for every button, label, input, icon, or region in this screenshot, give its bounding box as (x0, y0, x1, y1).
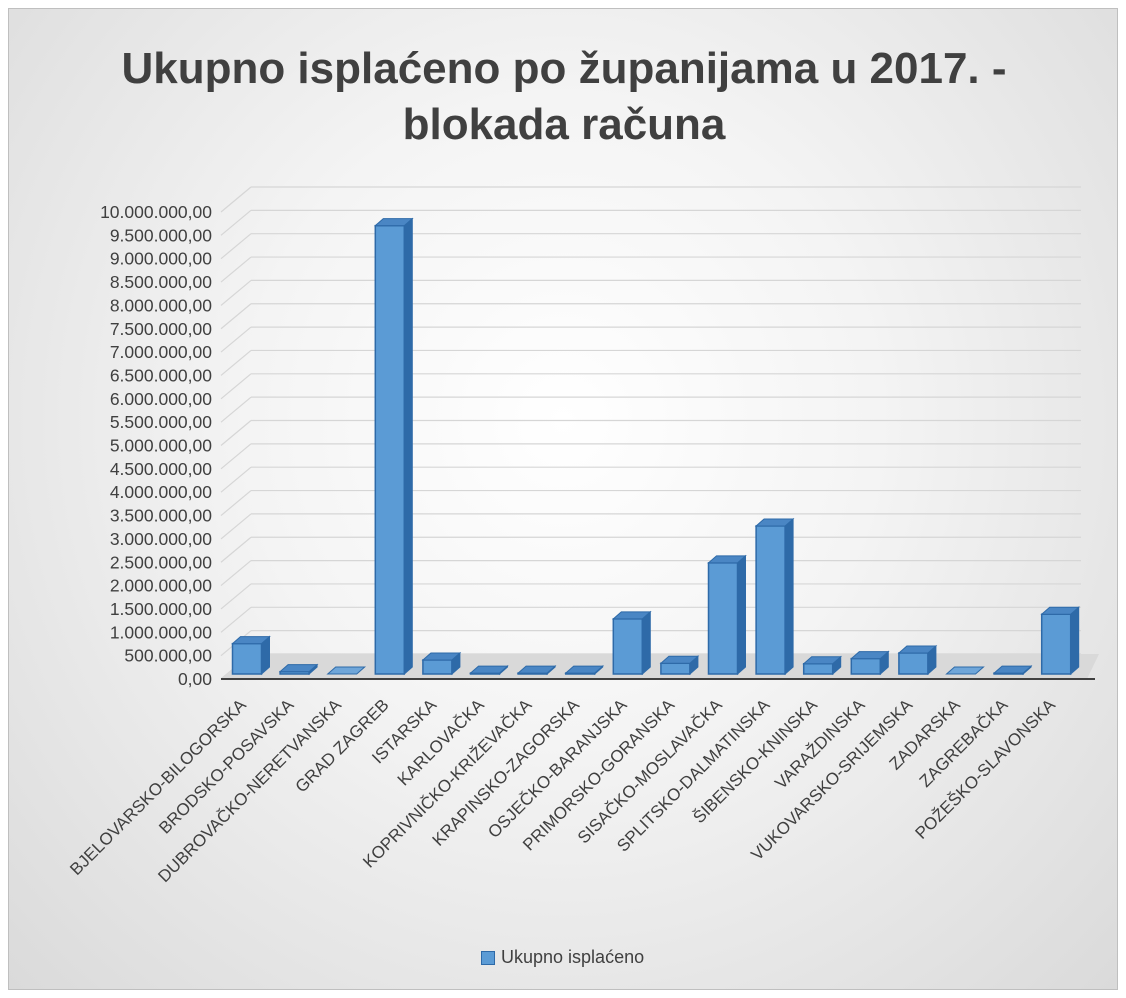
bar-front (231, 642, 263, 675)
gridline-side (220, 443, 252, 470)
gridline-side (220, 256, 252, 283)
bar-side (784, 517, 794, 676)
bar-front (707, 562, 739, 675)
y-tick-label: 8.500.000,00 (110, 272, 212, 292)
y-tick-label: 7.500.000,00 (110, 319, 212, 339)
bar-side (641, 610, 651, 676)
gridline-side (220, 233, 252, 260)
y-tick-label: 6.500.000,00 (110, 365, 212, 385)
bar-top (897, 645, 938, 654)
y-tick-label: 2.000.000,00 (110, 576, 212, 596)
y-tick-label: 1.000.000,00 (110, 622, 212, 642)
bar-top (231, 636, 271, 645)
gridline-side (220, 303, 252, 330)
gridline-side (220, 279, 252, 306)
bar-top (611, 611, 652, 620)
bar-front (374, 224, 406, 675)
y-tick-label: 2.500.000,00 (110, 552, 212, 572)
y-tick-label: 0,00 (178, 669, 212, 689)
bar-front (1040, 613, 1072, 675)
bar-front (612, 618, 644, 675)
legend-swatch (481, 950, 495, 965)
y-tick-label: 3.000.000,00 (110, 529, 212, 549)
gridline-side (220, 583, 252, 610)
gridline-side (220, 490, 252, 517)
bar-top (659, 655, 700, 664)
gridline-side (220, 560, 252, 587)
bar-front (422, 659, 453, 675)
bar-top (1040, 606, 1081, 615)
legend: Ukupno isplaćeno (481, 947, 644, 968)
gridline-side (220, 606, 252, 633)
y-tick-label: 500.000,00 (124, 646, 212, 666)
bar-front (850, 657, 882, 675)
y-tick-label: 5.500.000,00 (110, 412, 212, 432)
chart-title: Ukupno isplaćeno po županijama u 2017. -… (9, 41, 1119, 153)
gridline-side (220, 209, 252, 236)
y-tick-label: 4.000.000,00 (110, 482, 212, 502)
bar-side (1070, 606, 1080, 676)
gridline-side (220, 349, 252, 376)
chart-title-line-2: blokada računa (402, 100, 726, 149)
bar-front (755, 525, 786, 675)
bar-top (564, 665, 605, 674)
gridline-side (220, 396, 252, 423)
bar-top (802, 656, 843, 665)
x-tick-label: BJELOVARSKO-BILOGORSKA (66, 695, 250, 879)
y-tick-label: 1.500.000,00 (110, 599, 212, 619)
bar-top (992, 665, 1033, 674)
y-tick-label: 9.000.000,00 (110, 249, 212, 269)
bar-top (516, 665, 557, 674)
y-tick-label: 9.500.000,00 (110, 225, 212, 245)
gridline-side (220, 326, 252, 353)
legend-label: Ukupno isplaćeno (501, 947, 645, 967)
bar-top (849, 651, 890, 660)
gridline-side (220, 186, 252, 213)
bar-top (373, 218, 414, 227)
gridline-side (220, 420, 252, 446)
y-tick-label: 4.500.000,00 (110, 459, 212, 479)
bar-top (707, 555, 747, 564)
gridline-side (220, 466, 252, 493)
bar-front (802, 662, 834, 675)
y-tick-label: 6.000.000,00 (110, 389, 212, 409)
y-tick-label: 8.000.000,00 (110, 295, 212, 315)
bar-top (469, 665, 509, 674)
bar-top (326, 666, 367, 675)
bar-front (898, 652, 929, 675)
gridline-side (220, 536, 252, 563)
bar-top (278, 664, 319, 673)
plot-area: 0,00 500.000,00 1.000.000,00 1.500.000,00 2.… (66, 186, 1099, 886)
chart-area: Ukupno isplaćeno po županijama u 2017. -… (8, 8, 1118, 990)
y-tick-label: 7.000.000,00 (110, 342, 212, 362)
bar-side (403, 217, 413, 676)
y-tick-label: 5.000.000,00 (110, 436, 212, 456)
bar-top (754, 518, 795, 527)
x-tick-label: DUBROVAČKO-NERETVANSKA (154, 695, 345, 886)
gridline-side (220, 373, 252, 400)
bar-side (737, 554, 746, 676)
bar-front (660, 662, 691, 675)
gridline-side (220, 513, 252, 540)
bar-top (421, 652, 462, 661)
bar-top (945, 666, 985, 675)
chart-title-line-1: Ukupno isplaćeno po županijama u 2017. - (121, 44, 1007, 93)
y-tick-label: 3.500.000,00 (110, 506, 212, 526)
y-tick-label: 10.000.000,00 (100, 202, 212, 222)
